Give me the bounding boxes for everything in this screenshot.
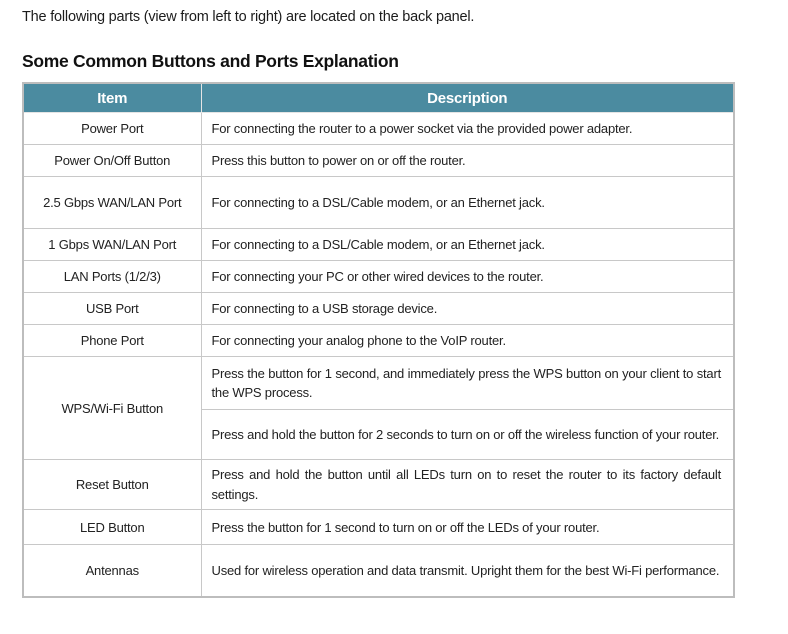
item-cell: Power On/Off Button bbox=[22, 144, 202, 178]
description-cell: For connecting to a DSL/Cable modem, or … bbox=[200, 228, 735, 262]
item-cell: 2.5 Gbps WAN/LAN Port bbox=[22, 176, 202, 230]
item-cell: WPS/Wi-Fi Button bbox=[22, 356, 202, 461]
item-cell: USB Port bbox=[22, 292, 202, 326]
description-cell: Press and hold the button for 2 seconds … bbox=[200, 409, 735, 461]
description-cell: For connecting your analog phone to the … bbox=[200, 324, 735, 358]
item-cell: LED Button bbox=[22, 509, 202, 546]
description-cell: Press the button for 1 second, and immed… bbox=[200, 356, 735, 411]
item-cell: Reset Button bbox=[22, 459, 202, 511]
description-cell: Used for wireless operation and data tra… bbox=[200, 544, 735, 598]
table-row-antennas: Antennas Used for wireless operation and… bbox=[22, 544, 735, 598]
table-row-power-port: Power Port For connecting the router to … bbox=[22, 112, 735, 146]
table-row-power-onoff: Power On/Off Button Press this button to… bbox=[22, 144, 735, 178]
table-row-wps-wifi-2: Press and hold the button for 2 seconds … bbox=[23, 409, 735, 461]
description-cell: Press this button to power on or off the… bbox=[200, 144, 735, 178]
description-cell: Press and hold the button until all LEDs… bbox=[200, 459, 735, 511]
item-cell: Power Port bbox=[22, 112, 202, 146]
table-row-wps-wifi: WPS/Wi-Fi Button Press the button for 1 … bbox=[22, 356, 735, 461]
table-row-1gbps-wanlan: 1 Gbps WAN/LAN Port For connecting to a … bbox=[22, 228, 735, 262]
description-cell: For connecting your PC or other wired de… bbox=[200, 260, 735, 294]
table-row-lan-ports: LAN Ports (1/2/3) For connecting your PC… bbox=[22, 260, 735, 294]
item-cell: LAN Ports (1/2/3) bbox=[22, 260, 202, 294]
buttons-ports-table: Item Description Power Port For connecti… bbox=[22, 81, 735, 598]
description-cell: Press the button for 1 second to turn on… bbox=[200, 509, 735, 546]
table-row-usb-port: USB Port For connecting to a USB storage… bbox=[22, 292, 735, 326]
item-cell: 1 Gbps WAN/LAN Port bbox=[22, 228, 202, 262]
document-page: The following parts (view from left to r… bbox=[22, 9, 735, 598]
description-cell: For connecting to a USB storage device. bbox=[200, 292, 735, 326]
column-header-item: Item bbox=[22, 82, 202, 114]
table-row-phone-port: Phone Port For connecting your analog ph… bbox=[22, 324, 735, 358]
table-row-25gbps-wanlan: 2.5 Gbps WAN/LAN Port For connecting to … bbox=[22, 176, 735, 230]
description-cell: For connecting to a DSL/Cable modem, or … bbox=[200, 176, 735, 230]
item-cell: Phone Port bbox=[22, 324, 202, 358]
intro-text: The following parts (view from left to r… bbox=[22, 9, 475, 25]
description-cell: For connecting the router to a power soc… bbox=[200, 112, 735, 146]
column-header-description: Description bbox=[200, 82, 735, 114]
table-row-reset-button: Reset Button Press and hold the button u… bbox=[22, 459, 735, 511]
table-row-led-button: LED Button Press the button for 1 second… bbox=[22, 509, 735, 546]
table-header-row: Item Description bbox=[22, 82, 735, 114]
item-cell: Antennas bbox=[22, 544, 202, 598]
section-heading: Some Common Buttons and Ports Explanatio… bbox=[22, 50, 399, 71]
